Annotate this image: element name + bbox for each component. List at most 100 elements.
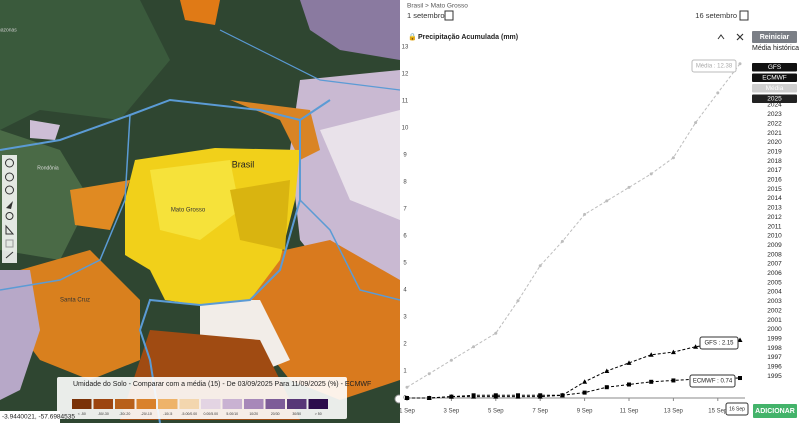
- year-toggle[interactable]: 2001: [767, 317, 782, 324]
- year-toggle[interactable]: 2023: [767, 111, 782, 118]
- draw-icon[interactable]: [5, 239, 14, 248]
- model-toggle[interactable]: [752, 73, 797, 83]
- y-tick-label: 7: [403, 207, 407, 213]
- year-toggle[interactable]: 2016: [767, 177, 782, 184]
- year-toggle[interactable]: 2019: [767, 148, 782, 155]
- edit-icon[interactable]: [5, 251, 14, 259]
- reset-button[interactable]: [752, 31, 797, 43]
- model-toggle[interactable]: [752, 84, 797, 93]
- point: [605, 199, 609, 203]
- year-toggle[interactable]: 1997: [767, 354, 782, 361]
- series-line: [407, 377, 741, 399]
- legend-swatch: [265, 399, 285, 409]
- annotation-box: [691, 59, 737, 73]
- coordinates-background: [0, 411, 60, 423]
- legend-bin-label: -30/-20: [119, 412, 130, 416]
- y-tick-label: 2: [403, 342, 407, 348]
- legend-swatch: [136, 399, 156, 409]
- year-toggle[interactable]: 2005: [767, 279, 782, 286]
- annotation: ECMWF : 0.74: [693, 379, 733, 385]
- year-toggle[interactable]: 2015: [767, 186, 782, 193]
- year-toggle[interactable]: 2017: [767, 167, 782, 174]
- lock-icon[interactable]: 🔒: [408, 33, 417, 41]
- model-toggle[interactable]: [752, 63, 797, 72]
- x-tick-label: 5 Sep: [488, 409, 504, 415]
- point: [583, 212, 587, 216]
- year-toggle[interactable]: 2003: [767, 298, 782, 305]
- year-toggle[interactable]: 1998: [767, 345, 782, 352]
- close-icon[interactable]: [736, 33, 744, 41]
- year-toggle[interactable]: 2006: [767, 270, 782, 277]
- year-toggle[interactable]: 1996: [767, 364, 782, 371]
- year-toggle[interactable]: 2012: [767, 214, 782, 221]
- border-line: [219, 29, 401, 91]
- map-toolbar: [2, 155, 17, 263]
- model-toggle[interactable]: [752, 94, 797, 104]
- point: [560, 239, 564, 243]
- point: [716, 91, 720, 95]
- year-toggle[interactable]: 2024: [767, 102, 782, 109]
- point: [405, 396, 409, 400]
- year-toggle[interactable]: 1995: [767, 373, 782, 380]
- year-toggle[interactable]: 2007: [767, 261, 782, 268]
- zoom-in-icon[interactable]: [5, 172, 14, 182]
- year-toggle[interactable]: 2010: [767, 233, 782, 240]
- mato-grosso-dark: [230, 180, 290, 250]
- search-icon[interactable]: [5, 212, 14, 220]
- point: [604, 368, 610, 373]
- legend-bin-label: 10/20: [249, 412, 258, 416]
- point: [494, 331, 498, 335]
- annotation-box: [725, 402, 749, 416]
- year-toggle[interactable]: 2002: [767, 307, 782, 314]
- year-toggle[interactable]: 2009: [767, 242, 782, 249]
- year-toggle[interactable]: 2008: [767, 251, 782, 258]
- legend-title: Umidade do Solo - Comparar com a média (…: [73, 381, 371, 388]
- start-date[interactable]: 1 setembro: [407, 11, 445, 20]
- calendar-icon[interactable]: [444, 10, 454, 21]
- point: [693, 344, 699, 349]
- point: [538, 264, 542, 268]
- calendar-icon[interactable]: [739, 10, 749, 21]
- x-tick-label: 13 Sep: [664, 409, 684, 415]
- model-toggle-label[interactable]: ECMWF: [762, 75, 787, 82]
- model-toggle-label[interactable]: 2025: [767, 96, 782, 103]
- add-button[interactable]: [753, 404, 797, 418]
- legend-swatch: [72, 399, 92, 409]
- layers-icon[interactable]: [5, 158, 14, 168]
- measure-icon[interactable]: [5, 224, 15, 235]
- locate-icon[interactable]: [6, 201, 13, 209]
- year-toggle[interactable]: 2011: [768, 223, 782, 230]
- legend-bin-label: 20/30: [271, 412, 280, 416]
- year-toggle[interactable]: 2022: [767, 120, 782, 127]
- point: [738, 62, 742, 66]
- point: [427, 372, 431, 376]
- collapse-icon[interactable]: [717, 34, 725, 40]
- year-toggle[interactable]: 2014: [767, 195, 782, 202]
- year-toggle[interactable]: 2021: [767, 130, 782, 137]
- breadcrumb: Brasil > Mato Grosso: [407, 3, 468, 10]
- y-tick-label: 11: [402, 99, 409, 105]
- legend-bin-label: -50/-30: [98, 412, 109, 416]
- legend-bin-label: 5.00/10: [226, 412, 238, 416]
- y-tick-label: 4: [403, 288, 407, 294]
- y-tick-label: 5: [403, 261, 407, 267]
- point: [738, 376, 742, 381]
- year-toggle[interactable]: 1999: [767, 335, 782, 342]
- end-date[interactable]: 16 setembro: [695, 11, 737, 20]
- year-toggle[interactable]: 2004: [767, 289, 782, 296]
- year-toggle[interactable]: 2013: [767, 205, 782, 212]
- year-toggle[interactable]: 2018: [767, 158, 782, 165]
- annotation: Média : 12.38: [696, 64, 733, 70]
- point: [627, 382, 631, 387]
- add-button-label[interactable]: ADICIONAR: [755, 408, 795, 415]
- year-toggle[interactable]: 2000: [767, 326, 782, 333]
- point: [560, 393, 565, 398]
- model-toggle-label[interactable]: Média: [766, 85, 784, 92]
- zoom-out-icon[interactable]: [5, 185, 14, 195]
- y-tick-label: 1: [403, 369, 407, 375]
- model-toggle-label[interactable]: GFS: [768, 64, 782, 71]
- year-toggle[interactable]: 2020: [767, 139, 782, 146]
- point: [472, 345, 476, 349]
- reset-button-label[interactable]: Reiniciar: [760, 34, 790, 41]
